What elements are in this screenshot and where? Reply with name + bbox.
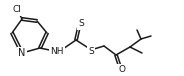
Text: Cl: Cl: [13, 5, 22, 15]
Text: N: N: [18, 48, 26, 58]
Text: NH: NH: [50, 47, 64, 55]
Text: S: S: [88, 47, 94, 55]
Text: O: O: [118, 66, 125, 74]
Text: S: S: [78, 20, 84, 28]
